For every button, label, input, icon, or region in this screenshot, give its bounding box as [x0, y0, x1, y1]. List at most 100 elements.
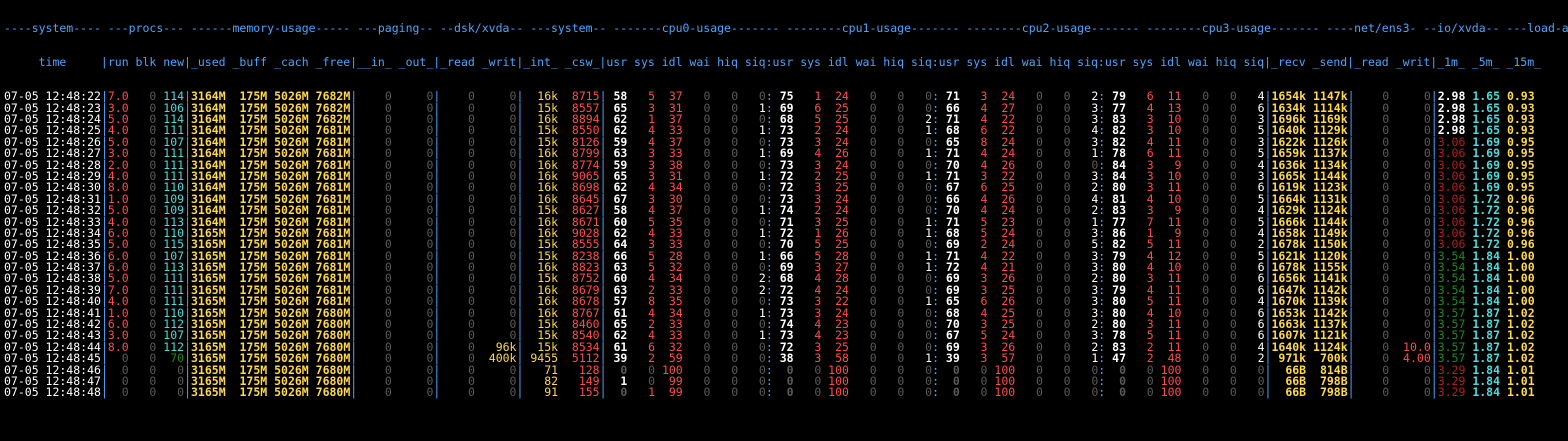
cpu1-usr: 73: [772, 191, 794, 206]
load-1m: 3.06: [1437, 237, 1466, 252]
cpu3-siq: 6: [1236, 282, 1265, 297]
disk-write: 0: [474, 191, 517, 206]
column-separator: |: [516, 214, 524, 229]
cpu1-hiq: 0: [876, 362, 905, 377]
cpu2-wai: 0: [1015, 294, 1043, 309]
load-5m: 1.72: [1465, 191, 1501, 206]
mem-buff: 175M: [225, 351, 268, 366]
load-15m: 0.95: [1500, 180, 1535, 195]
cpu1-sys: 0: [793, 385, 822, 400]
column-separator: |: [516, 385, 524, 400]
sys-int: 16k: [523, 146, 559, 161]
disk-read: 0: [440, 180, 475, 195]
column-separator: :: [932, 203, 939, 218]
column-separator: |: [350, 123, 358, 138]
paging-out: 0: [391, 214, 434, 229]
mem-used: 3165M: [191, 339, 226, 354]
column-separator: :: [765, 146, 773, 161]
cpu3-usr: 82: [1105, 237, 1127, 252]
mem-buff: 175M: [225, 328, 268, 343]
cpu0-hiq: 0: [710, 237, 739, 252]
cpu0-sys: 3: [627, 191, 656, 206]
column-separator: :: [765, 134, 773, 149]
paging-in: 0: [357, 328, 392, 343]
cpu3-wai: 0: [1181, 168, 1210, 183]
cpu3-wai: 0: [1181, 351, 1210, 366]
load-15m: 1.00: [1500, 260, 1535, 275]
cpu0-siq: 1: [738, 146, 766, 161]
cpu1-wai: 0: [848, 134, 877, 149]
cpu2-usr: 0: [939, 385, 960, 400]
column-separator: |: [100, 123, 108, 138]
column-separator: :: [932, 112, 939, 126]
cpu1-idl: 27: [821, 260, 849, 275]
timestamp: 07-05 12:48:30: [4, 180, 101, 195]
cpu0-usr: 62: [606, 328, 628, 343]
column-separator: |: [1347, 237, 1355, 252]
column-separator: |: [1430, 294, 1438, 309]
column-separator: |: [184, 123, 191, 138]
column-separator: |: [599, 282, 607, 297]
cpu1-usr: 0: [772, 385, 794, 400]
cpu0-usr: 67: [606, 191, 628, 206]
column-separator: |: [599, 351, 607, 366]
column-separator: |: [516, 351, 524, 366]
cpu3-sys: 6: [1126, 146, 1154, 161]
cpu3-hiq: 0: [1209, 112, 1237, 126]
disk-read: 0: [440, 339, 475, 354]
load-5m: 1.87: [1465, 305, 1501, 320]
column-separator: |: [1264, 351, 1272, 366]
cpu3-idl: 11: [1153, 339, 1182, 354]
column-separator: :: [1098, 214, 1106, 229]
timestamp: 07-05 12:48:42: [4, 317, 101, 332]
sys-int: 16k: [523, 225, 559, 240]
net-recv: 1640k: [1271, 123, 1307, 138]
load-1m: 3.06: [1437, 225, 1466, 240]
column-separator: |: [516, 146, 524, 161]
sys-csw: 9065: [558, 168, 600, 183]
column-separator: |: [184, 339, 191, 354]
cpu1-idl: 25: [821, 100, 849, 115]
paging-out: 0: [391, 146, 434, 161]
column-separator: :: [765, 225, 773, 240]
column-separator: |: [350, 225, 358, 240]
cpu2-wai: 0: [1015, 225, 1043, 240]
column-separator: |: [1430, 328, 1438, 343]
cpu2-hiq: 0: [1042, 168, 1071, 183]
column-separator: :: [1098, 191, 1106, 206]
net-send: 1141k: [1306, 271, 1348, 286]
mem-free: 7681M: [308, 146, 351, 161]
column-separator: |: [599, 317, 607, 332]
net-recv: 1629k: [1271, 203, 1307, 218]
mem-buff: 175M: [225, 294, 268, 309]
cpu2-siq: 0: [1070, 157, 1099, 172]
column-separator: :: [1098, 362, 1106, 377]
column-separator: :: [932, 317, 939, 332]
cpu2-usr: 71: [939, 146, 960, 161]
column-separator: |: [184, 328, 191, 343]
paging-in: 0: [357, 146, 392, 161]
column-separator: |: [1347, 351, 1355, 366]
cpu0-siq: 0: [738, 351, 766, 366]
column-separator: |: [599, 123, 607, 138]
cpu2-siq: 3: [1070, 260, 1099, 275]
column-separator: |: [433, 317, 441, 332]
sys-int: 16k: [523, 168, 559, 183]
column-separator: |: [599, 214, 607, 229]
io-write: 0: [1389, 294, 1431, 309]
cpu3-hiq: 0: [1209, 214, 1237, 229]
column-separator: |: [184, 373, 191, 388]
mem-buff: 175M: [225, 339, 268, 354]
column-separator: |: [184, 214, 191, 229]
procs-run: 0: [107, 351, 129, 366]
cpu1-wai: 0: [848, 271, 877, 286]
cpu3-siq: 5: [1236, 191, 1265, 206]
io-write: 0: [1389, 305, 1431, 320]
column-separator: |: [1264, 385, 1272, 400]
column-separator: |: [433, 305, 441, 320]
io-write: 0: [1389, 203, 1431, 218]
mem-free: 7680M: [308, 351, 351, 366]
cpu3-hiq: 0: [1209, 168, 1237, 183]
cpu3-idl: 11: [1153, 146, 1182, 161]
